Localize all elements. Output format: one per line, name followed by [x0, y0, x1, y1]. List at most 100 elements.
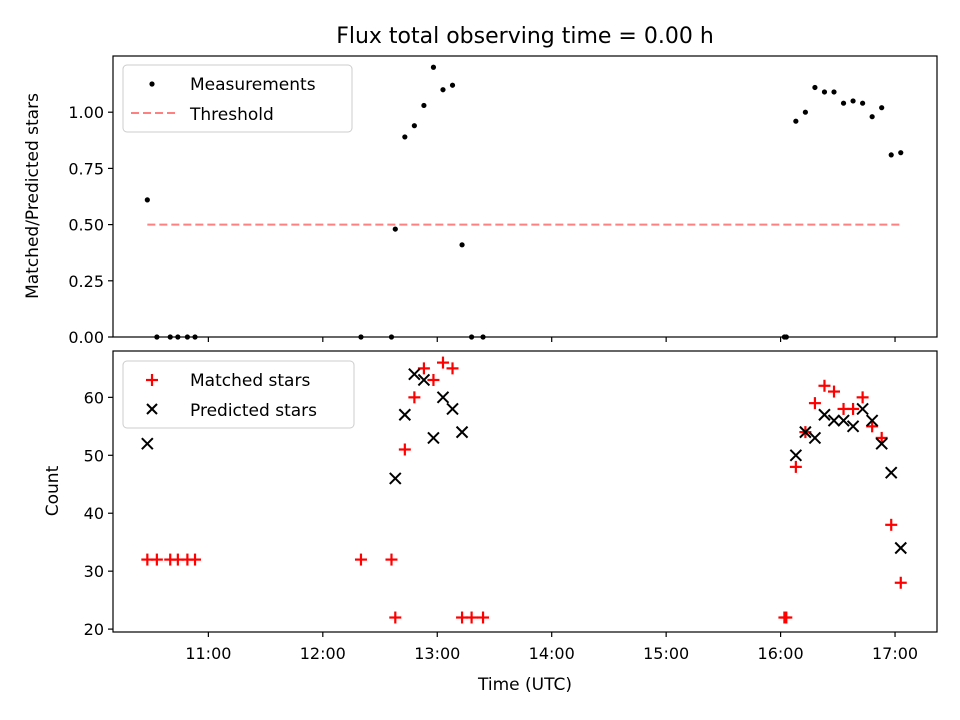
measurement-point: [831, 89, 837, 95]
predicted-star-stroke: [837, 414, 850, 427]
matched-star-point: [417, 362, 430, 375]
matched-star-point: [780, 611, 793, 624]
bottom-x-tick-label: 16:00: [758, 644, 804, 663]
legend-measurements-label: Measurements: [190, 75, 316, 95]
matched-star-point: [847, 402, 860, 415]
predicted-star-stroke: [446, 402, 459, 416]
bottom-plot-area: 11:00 12:00 13:00 14:00 15:00 16:00 17:00 20 30 4…: [84, 356, 918, 663]
matched-star-point: [189, 553, 202, 566]
predicted-star-point: [408, 367, 421, 381]
predicted-star-stroke: [789, 449, 803, 462]
measurement-point: [459, 242, 465, 248]
predicted-star-point: [389, 472, 402, 485]
measurement-point: [840, 100, 847, 106]
measurement-point: [821, 89, 828, 95]
top-y-tick-label: 0.00: [68, 328, 104, 347]
measurement-point: [802, 109, 808, 115]
matched-star-point: [856, 391, 869, 404]
predicted-star-point: [398, 408, 412, 421]
matched-star-point: [789, 460, 802, 473]
predicted-star-stroke: [417, 373, 431, 387]
measurement-point: [411, 123, 417, 129]
bottom-y-axis-label: Count: [43, 465, 63, 516]
predicted-star-point: [827, 414, 841, 427]
predicted-star-point: [885, 466, 898, 479]
matched-star-point: [150, 553, 163, 566]
top-y-tick-label: 0.50: [68, 216, 104, 235]
predicted-star-stroke: [141, 437, 154, 450]
matched-star-point: [866, 420, 879, 433]
bottom-y-tick-label: 50: [84, 446, 104, 465]
top-chart-title: Flux total observing time = 0.00 h: [336, 24, 714, 49]
predicted-star-point: [436, 391, 450, 404]
predicted-star-stroke: [808, 431, 822, 445]
predicted-star-point: [865, 414, 879, 427]
predicted-star-point: [789, 449, 803, 462]
predicted-star-point: [417, 373, 431, 387]
bottom-y-tick-label: 30: [84, 562, 104, 581]
matched-star-point: [828, 385, 840, 398]
top-axes-frame: [112, 55, 938, 338]
legend-matched-marker: [146, 374, 158, 386]
predicted-star-point: [141, 437, 154, 450]
bottom-y-tick-label: 20: [84, 620, 104, 639]
matched-star-point: [427, 373, 440, 386]
matched-star-point: [465, 611, 478, 624]
predicted-star-stroke: [799, 425, 812, 439]
matched-star-point: [885, 518, 898, 531]
bottom-x-tick-label: 13:00: [414, 644, 460, 663]
predicted-star-point: [808, 431, 822, 445]
top-y-tick-label: 0.25: [68, 272, 104, 291]
legend-matched-label: Matched stars: [190, 371, 310, 391]
matched-star-point: [808, 397, 821, 410]
predicted-star-stroke: [398, 408, 412, 421]
predicted-star-point: [446, 402, 459, 416]
predicted-star-stroke: [818, 408, 831, 421]
top-y-axis-label: Matched/Predicted stars: [23, 93, 43, 299]
matched-star-point: [477, 611, 490, 624]
measurement-point: [449, 82, 456, 88]
measurement-point: [812, 84, 818, 91]
top-y-tick-label: 0.75: [68, 159, 104, 178]
predicted-star-point: [856, 402, 869, 416]
matched-star-point: [446, 362, 459, 375]
bottom-legend: Matched stars Predicted stars: [122, 360, 355, 429]
measurement-point: [430, 64, 437, 70]
measurement-point: [144, 197, 150, 203]
measurement-point: [879, 105, 885, 111]
predicted-star-stroke: [389, 472, 402, 485]
bottom-x-tick-label: 17:00: [872, 644, 918, 663]
matched-star-point: [875, 431, 888, 444]
measurement-point: [898, 150, 904, 156]
predicted-star-stroke: [894, 541, 907, 555]
bottom-legend-box: [122, 360, 355, 429]
predicted-star-point: [837, 414, 850, 427]
legend-measurements-marker: [149, 81, 155, 87]
measurement-point: [392, 226, 398, 232]
measurement-point: [421, 102, 427, 109]
predicted-star-stroke: [408, 367, 421, 381]
predicted-star-stroke: [885, 466, 898, 479]
bottom-axes: Count Time (UTC) 11:00 12:00 13:00 14:00 15:…: [43, 350, 938, 695]
predicted-star-point: [455, 425, 469, 439]
measurement-point: [402, 134, 408, 140]
bottom-x-tick-label: 11:00: [185, 644, 231, 663]
top-legend: Measurements Threshold: [122, 64, 353, 133]
predicted-star-point: [894, 541, 907, 555]
predicted-star-point: [427, 431, 440, 445]
measurement-point: [793, 118, 799, 124]
matched-star-point: [354, 553, 367, 566]
top-axes: Flux total observing time = 0.00 h Match…: [23, 24, 938, 347]
matched-star-point: [818, 379, 831, 392]
predicted-star-stroke: [427, 431, 440, 445]
bottom-x-tick-label: 14:00: [529, 644, 575, 663]
predicted-star-point: [846, 420, 860, 433]
predicted-star-point: [875, 437, 888, 450]
measurement-point: [888, 152, 894, 158]
matched-star-point: [436, 356, 449, 369]
predicted-star-stroke: [455, 425, 469, 439]
bottom-x-tick-label: 15:00: [643, 644, 689, 663]
bottom-axes-frame: [112, 350, 938, 633]
matched-star-point: [408, 391, 421, 404]
